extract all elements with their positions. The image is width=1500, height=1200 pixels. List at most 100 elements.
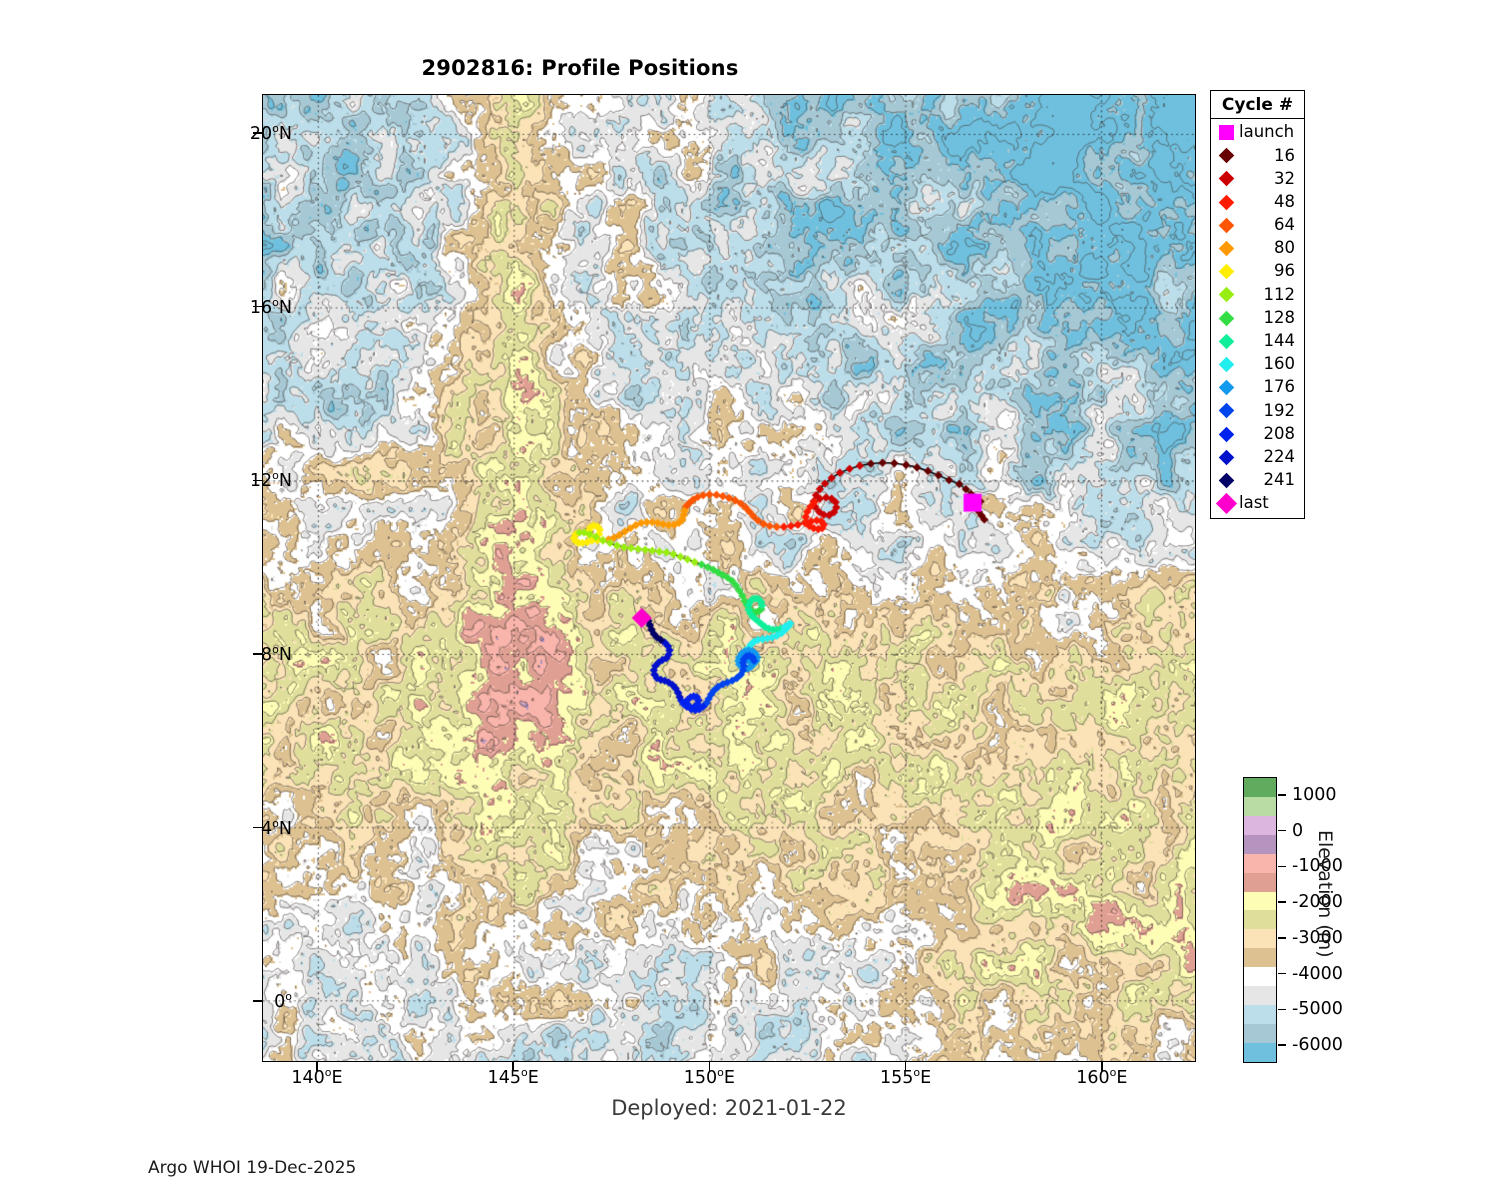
marker-icon (1218, 240, 1234, 257)
colorbar-tick-mark (1278, 794, 1286, 796)
colorbar-title: Elevation (m) (1314, 830, 1336, 958)
colorbar-segment (1244, 910, 1276, 930)
colorbar-segment (1244, 948, 1276, 968)
x-tick-label: 160oE (1076, 1066, 1128, 1088)
x-tick-mark (316, 1062, 318, 1071)
legend-label: 144 (1263, 331, 1296, 351)
x-tick-mark (708, 1062, 711, 1071)
legend-swatch-176 (1216, 379, 1236, 396)
y-tick-mark (253, 826, 262, 829)
y-tick-label: 8oN (261, 643, 292, 665)
colorbar-tick-label: 1000 (1292, 784, 1337, 805)
legend-item-128[interactable]: 128 (1211, 307, 1304, 330)
x-tick-label: 140oE (291, 1066, 343, 1088)
colorbar-tick-mark (1278, 829, 1286, 832)
legend-swatch-160 (1216, 356, 1236, 373)
marker-icon (1218, 217, 1234, 234)
x-tick-label: 150oE (683, 1066, 735, 1088)
map-axes[interactable] (262, 94, 1196, 1062)
legend-label: 192 (1263, 400, 1296, 420)
legend-label: 176 (1263, 377, 1296, 397)
legend-item-112[interactable]: 112 (1211, 283, 1304, 306)
legend-title: Cycle # (1211, 91, 1304, 119)
float-track-overlay (263, 95, 1195, 1061)
legend-item-96[interactable]: 96 (1211, 260, 1304, 283)
legend-label: 16 (1274, 145, 1295, 165)
x-tick-mark (1101, 1062, 1103, 1071)
colorbar-tick-mark (1278, 901, 1286, 903)
legend-item-176[interactable]: 176 (1211, 376, 1304, 399)
colorbar-segment (1244, 1042, 1276, 1062)
legend-label: launch (1239, 122, 1295, 142)
legend-swatch-241 (1216, 472, 1236, 489)
legend-item-last[interactable]: last (1211, 492, 1304, 515)
marker-icon (1218, 194, 1234, 210)
legend-label: 96 (1274, 261, 1295, 281)
legend-item-160[interactable]: 160 (1211, 353, 1304, 376)
y-tick-mark (253, 1000, 262, 1003)
legend-swatch-48 (1216, 194, 1236, 210)
legend-swatch-224 (1216, 449, 1236, 465)
legend-items: launch 16 32 48 64 80 96 112 128 144 160 176 192 208 2… (1211, 119, 1304, 518)
colorbar-tick-label: -3000 (1292, 927, 1343, 948)
legend-item-241[interactable]: 241 (1211, 469, 1304, 492)
legend-item-48[interactable]: 48 (1211, 191, 1304, 214)
y-tick-label: 12oN (249, 469, 292, 492)
colorbar-segment (1244, 929, 1276, 949)
colorbar-tick-label: -1000 (1292, 856, 1343, 877)
legend-label: 64 (1274, 215, 1295, 235)
legend-label: 32 (1274, 168, 1295, 188)
legend-item-208[interactable]: 208 (1211, 422, 1304, 445)
y-tick-mark (253, 132, 262, 134)
legend-label: 128 (1263, 307, 1296, 327)
cycle-legend[interactable]: Cycle # launch 16 32 48 64 80 96 112 128 144 160 17… (1210, 90, 1305, 520)
colorbar-tick-mark (1278, 1044, 1286, 1046)
legend-swatch-208 (1216, 426, 1236, 442)
colorbar-tick-mark (1278, 865, 1286, 868)
colorbar-segment (1244, 834, 1276, 854)
marker-icon (1218, 379, 1234, 396)
legend-swatch-64 (1216, 217, 1236, 234)
legend-item-192[interactable]: 192 (1211, 399, 1304, 422)
colorbar-segment (1244, 796, 1276, 816)
colorbar-tick-mark (1278, 937, 1286, 939)
y-tick-label: 20oN (249, 122, 292, 144)
legend-swatch-last (1215, 492, 1237, 515)
legend-item-64[interactable]: 64 (1211, 214, 1304, 237)
y-tick-mark (253, 653, 262, 655)
legend-label: 48 (1274, 191, 1295, 211)
legend-item-launch[interactable]: launch (1211, 121, 1304, 144)
colorbar-tick-label: -5000 (1292, 999, 1343, 1020)
legend-item-32[interactable]: 32 (1211, 167, 1304, 190)
colorbar-tick-label: 0 (1292, 820, 1304, 841)
legend-swatch-32 (1216, 171, 1236, 187)
colorbar-segment (1244, 872, 1276, 892)
legend-item-80[interactable]: 80 (1211, 237, 1304, 260)
colorbar-tick-mark (1278, 1008, 1286, 1011)
colorbar-tick-label: -2000 (1292, 892, 1343, 913)
x-axis-label: Deployed: 2021-01-22 (611, 1096, 847, 1120)
x-tick-label: 155oE (879, 1066, 932, 1088)
legend-swatch-96 (1216, 263, 1236, 280)
legend-item-144[interactable]: 144 (1211, 330, 1304, 353)
legend-item-16[interactable]: 16 (1211, 144, 1304, 167)
colorbar-segment (1244, 891, 1276, 911)
y-tick-label: 4oN (261, 816, 292, 839)
y-tick-mark (253, 479, 262, 482)
marker-icon (1218, 449, 1234, 465)
legend-swatch-112 (1216, 287, 1236, 303)
legend-item-224[interactable]: 224 (1211, 446, 1304, 469)
marker-icon (1218, 310, 1234, 326)
legend-label: 160 (1263, 354, 1296, 374)
marker-icon (1215, 492, 1237, 515)
marker-icon (1218, 426, 1234, 442)
marker-icon (1218, 333, 1234, 350)
legend-label: 241 (1263, 470, 1296, 490)
legend-swatch-16 (1216, 148, 1236, 164)
marker-icon (1218, 125, 1234, 141)
x-tick-label: 145oE (487, 1066, 539, 1088)
marker-icon (1218, 356, 1234, 373)
colorbar-segment (1244, 1023, 1276, 1043)
page-title: 2902816: Profile Positions (421, 56, 739, 80)
legend-label: 224 (1263, 446, 1296, 466)
